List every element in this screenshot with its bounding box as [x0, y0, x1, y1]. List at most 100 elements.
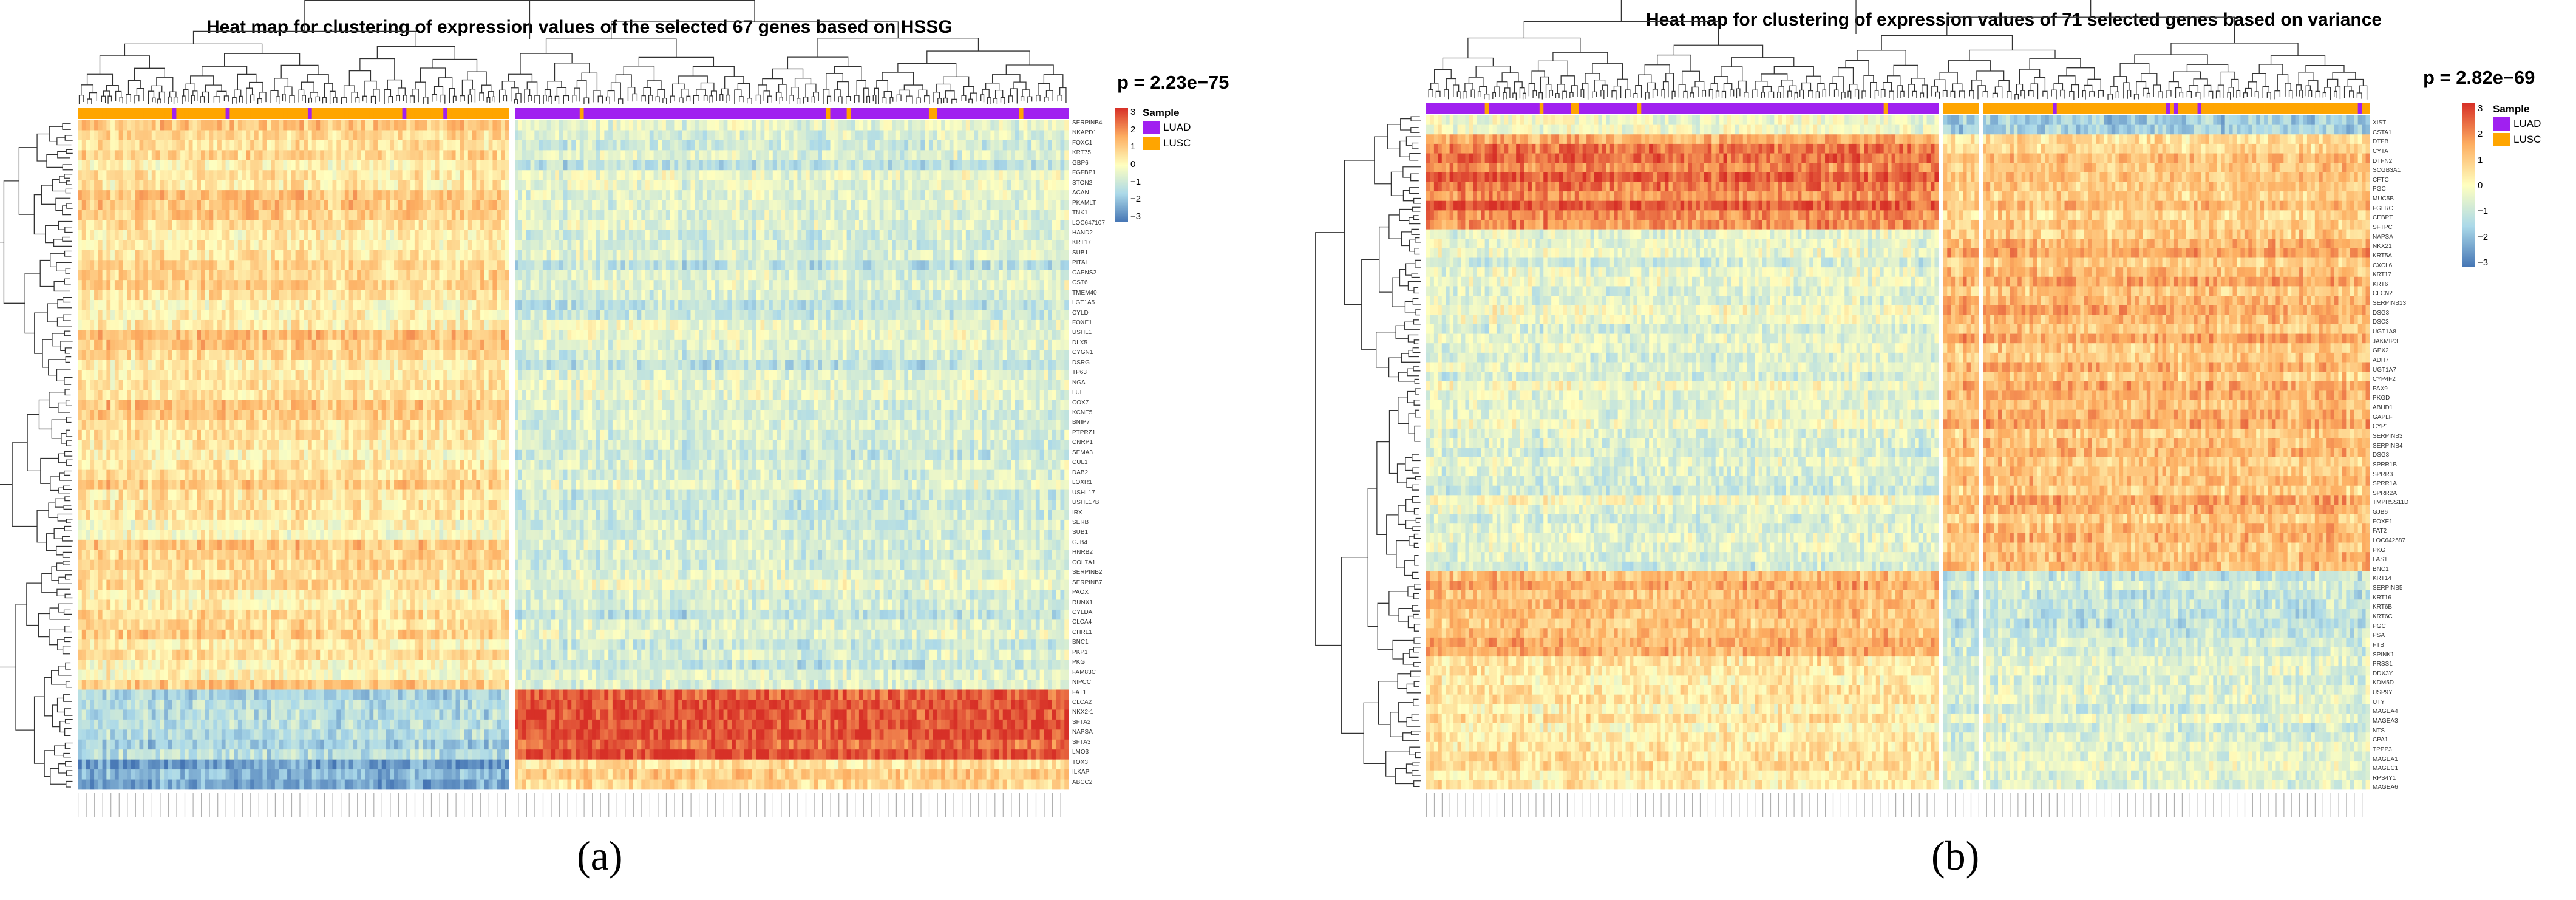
heatmap-cell [702, 160, 707, 171]
heatmap-cell [414, 240, 420, 251]
heatmap-cell [596, 250, 600, 261]
heatmap-cell [686, 270, 691, 281]
heatmap-cell [1011, 150, 1016, 161]
heatmap-cell [674, 250, 679, 261]
heatmap-cell [472, 290, 477, 301]
heatmap-cell [982, 270, 987, 281]
heatmap-cell [262, 120, 267, 131]
heatmap-cell [423, 240, 427, 251]
heatmap-cell [148, 230, 152, 240]
heatmap-cell [719, 280, 724, 291]
heatmap-cell [645, 260, 650, 271]
heatmap-cell [423, 210, 427, 220]
heatmap-cell [764, 160, 769, 171]
heatmap-cell [316, 240, 321, 251]
heatmap-cell [188, 280, 193, 291]
heatmap-cell [435, 120, 440, 131]
heatmap-cell [662, 240, 667, 251]
heatmap-cell [739, 130, 744, 141]
heatmap-cell [888, 180, 892, 191]
heatmap-cell [674, 260, 679, 271]
heatmap-cell [324, 200, 329, 211]
heatmap-cell [625, 120, 630, 131]
heatmap-cell [559, 240, 564, 251]
heatmap-cell [986, 260, 991, 271]
heatmap-cell [476, 230, 481, 240]
heatmap-cell [467, 280, 472, 291]
heatmap-cell [1056, 240, 1061, 251]
annotation-cell [637, 108, 642, 119]
heatmap-cell [373, 250, 378, 261]
heatmap-cell [715, 240, 720, 251]
heatmap-cell [1044, 260, 1048, 271]
heatmap-cell [365, 310, 370, 321]
heatmap-cell [620, 130, 625, 141]
heatmap-cell [567, 310, 572, 321]
heatmap-cell [320, 280, 325, 291]
heatmap-cell [164, 170, 169, 181]
heatmap-cell [904, 210, 909, 220]
heatmap-cell [941, 170, 946, 181]
heatmap-cell [151, 240, 156, 251]
heatmap-cell [612, 150, 617, 161]
heatmap-cell [1039, 230, 1044, 240]
heatmap-cell [1011, 140, 1016, 151]
heatmap-cell [998, 230, 1004, 240]
heatmap-cell [777, 310, 781, 321]
heatmap-cell [744, 160, 749, 171]
heatmap-cell [274, 240, 279, 251]
heatmap-cell [583, 230, 588, 240]
heatmap-cell [665, 250, 671, 261]
heatmap-cell [229, 160, 234, 171]
heatmap-cell [711, 260, 716, 271]
annotation-cell [928, 108, 934, 119]
heatmap-cell [933, 200, 937, 211]
heatmap-cell [990, 210, 995, 220]
heatmap-cell [480, 130, 485, 141]
heatmap-cell [464, 290, 469, 301]
heatmap-cell [237, 130, 243, 141]
heatmap-cell [805, 190, 811, 200]
heatmap-cell [539, 260, 543, 271]
heatmap-cell [522, 200, 527, 211]
heatmap-cell [267, 140, 271, 151]
heatmap-cell [756, 200, 761, 211]
heatmap-cell [1002, 170, 1007, 181]
heatmap-cell [830, 160, 835, 171]
heatmap-cell [480, 310, 485, 321]
heatmap-cell [81, 140, 86, 151]
heatmap-cell [460, 160, 464, 171]
heatmap-cell [254, 290, 259, 301]
heatmap-cell [386, 280, 390, 291]
heatmap-cell [151, 290, 156, 301]
heatmap-cell [785, 180, 790, 191]
heatmap-cell [427, 250, 432, 261]
heatmap-cell [172, 140, 177, 151]
heatmap-cell [1052, 210, 1057, 220]
annotation-cell [834, 108, 839, 119]
annotation-cell [744, 108, 749, 119]
heatmap-cell [229, 130, 234, 141]
heatmap-cell [254, 120, 259, 131]
heatmap-cell [723, 300, 728, 310]
heatmap-cell [682, 310, 687, 321]
heatmap-cell [439, 240, 444, 251]
heatmap-cell [772, 260, 777, 271]
heatmap-cell [908, 140, 913, 151]
heatmap-cell [678, 290, 683, 301]
heatmap-cell [863, 280, 868, 291]
heatmap-cell [160, 260, 165, 271]
heatmap-cell [583, 210, 588, 220]
annotation-cell [809, 108, 814, 119]
heatmap-cell [455, 280, 460, 291]
heatmap-cell [814, 160, 818, 171]
heatmap-cell [895, 130, 900, 141]
heatmap-cell [769, 260, 773, 271]
heatmap-cell [645, 190, 650, 200]
heatmap-cell [1027, 300, 1032, 310]
heatmap-cell [390, 200, 395, 211]
heatmap-cell [1019, 200, 1024, 211]
heatmap-cell [970, 230, 974, 240]
heatmap-cell [168, 230, 173, 240]
heatmap-cell [702, 210, 707, 220]
